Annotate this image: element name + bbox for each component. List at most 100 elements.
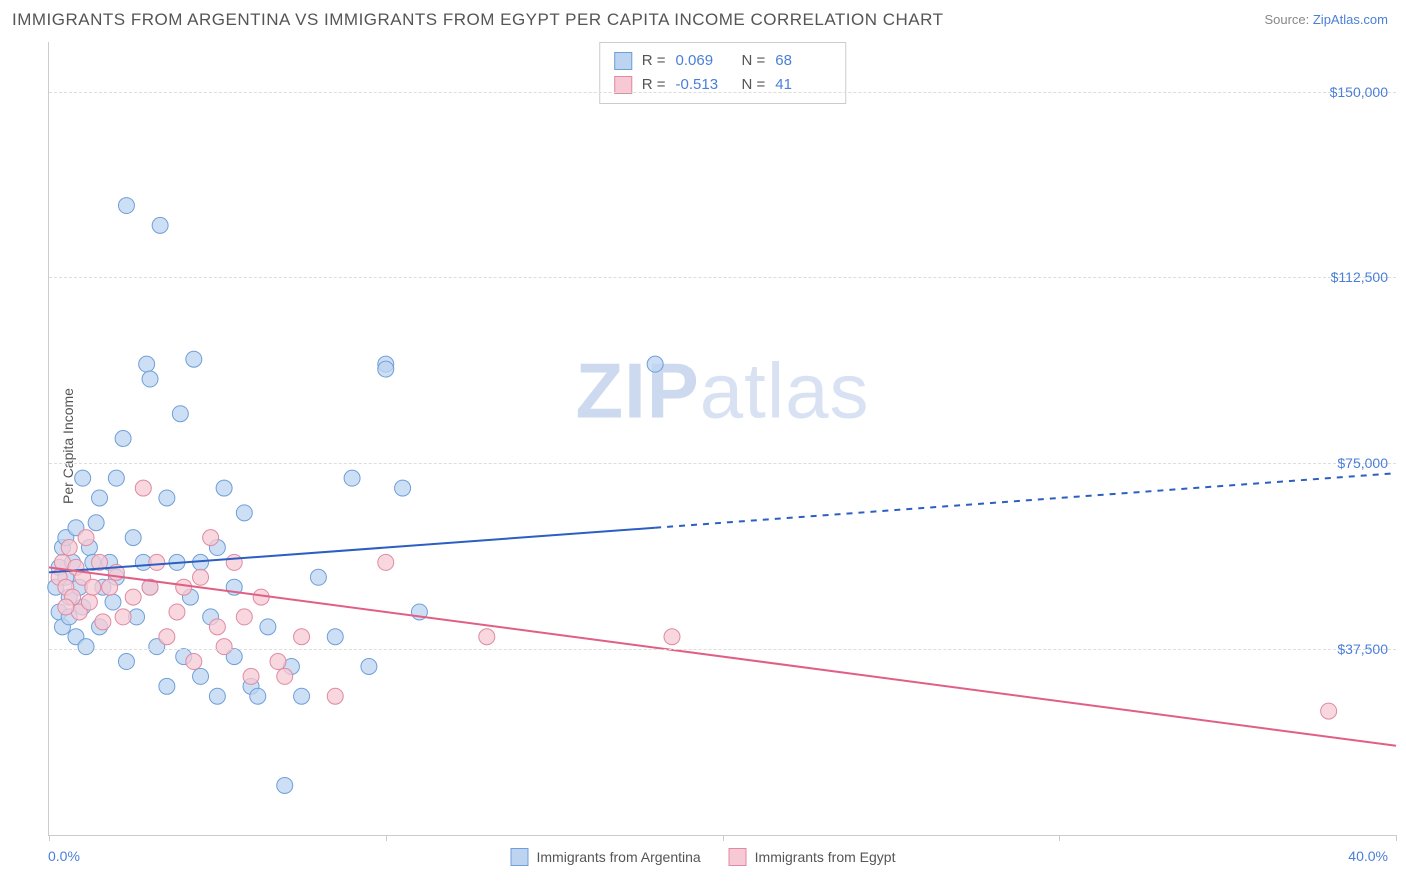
legend-item: Immigrants from Argentina [511,848,701,866]
scatter-point [125,589,141,605]
scatter-point [186,351,202,367]
y-tick-label: $37,500 [1337,641,1388,657]
scatter-point [193,668,209,684]
chart-title: IMMIGRANTS FROM ARGENTINA VS IMMIGRANTS … [12,10,944,30]
bottom-legend: Immigrants from Argentina Immigrants from… [511,848,896,866]
regression-line-extrapolated [655,473,1396,528]
n-value: 68 [775,49,831,73]
scatter-point [92,490,108,506]
x-tick [1396,835,1397,841]
n-value: 41 [775,73,831,97]
scatter-point [378,554,394,570]
scatter-point [236,609,252,625]
r-value: 0.069 [676,49,732,73]
scatter-point [159,678,175,694]
legend-label: Immigrants from Egypt [755,849,896,865]
plot-area: ZIPatlas R =0.069N =68R =-0.513N =41 $37… [48,42,1396,836]
scatter-point [169,604,185,620]
r-value: -0.513 [676,73,732,97]
scatter-point [78,530,94,546]
scatter-point [172,406,188,422]
x-axis-min-label: 0.0% [48,848,80,864]
legend-swatch [511,848,529,866]
scatter-point [135,480,151,496]
y-tick-label: $75,000 [1337,455,1388,471]
scatter-point [193,569,209,585]
scatter-point [664,629,680,645]
correlation-legend-box: R = 0.069 N = 68 R = -0.513 N = 41 [599,42,847,104]
n-label: N = [742,49,766,73]
scatter-point [327,688,343,704]
scatter-point [125,530,141,546]
legend-label: Immigrants from Argentina [537,849,701,865]
scatter-point [186,654,202,670]
scatter-point [159,490,175,506]
scatter-point [61,540,77,556]
scatter-point [115,431,131,447]
scatter-point [243,668,259,684]
legend-item: Immigrants from Egypt [729,848,896,866]
scatter-point [361,658,377,674]
scatter-point [344,470,360,486]
x-axis-max-label: 40.0% [1348,848,1388,864]
scatter-point [75,470,91,486]
scatter-point [142,371,158,387]
n-label: N = [742,73,766,97]
scatter-point [294,688,310,704]
scatter-point [152,217,168,233]
y-tick-label: $112,500 [1331,269,1388,285]
x-tick [386,835,387,841]
scatter-point [209,619,225,635]
gridline [49,463,1396,464]
scatter-point [310,569,326,585]
scatter-point [294,629,310,645]
scatter-point [1321,703,1337,719]
scatter-point [139,356,155,372]
scatter-point [95,614,111,630]
chart-svg [49,42,1396,835]
scatter-point [270,654,286,670]
gridline [49,277,1396,278]
scatter-point [250,688,266,704]
scatter-point [105,594,121,610]
scatter-point [647,356,663,372]
scatter-point [58,599,74,615]
scatter-point [378,361,394,377]
correlation-row: R = -0.513 N = 41 [614,73,832,97]
scatter-point [216,639,232,655]
scatter-point [327,629,343,645]
x-tick [49,835,50,841]
scatter-point [118,654,134,670]
chart-container: IMMIGRANTS FROM ARGENTINA VS IMMIGRANTS … [0,0,1406,892]
scatter-point [226,554,242,570]
gridline [49,92,1396,93]
scatter-point [203,530,219,546]
x-tick [1059,835,1060,841]
source-link[interactable]: ZipAtlas.com [1313,12,1388,27]
source-attribution: Source: ZipAtlas.com [1264,12,1388,27]
scatter-point [159,629,175,645]
scatter-point [277,668,293,684]
r-label: R = [642,73,666,97]
scatter-point [209,688,225,704]
gridline [49,649,1396,650]
r-label: R = [642,49,666,73]
scatter-point [277,777,293,793]
scatter-point [115,609,131,625]
y-tick-label: $150,000 [1330,84,1388,100]
scatter-point [102,579,118,595]
scatter-point [479,629,495,645]
scatter-point [108,470,124,486]
scatter-point [149,554,165,570]
scatter-point [118,198,134,214]
scatter-point [176,579,192,595]
scatter-point [260,619,276,635]
scatter-point [88,515,104,531]
scatter-point [85,579,101,595]
scatter-point [395,480,411,496]
x-tick [723,835,724,841]
scatter-point [236,505,252,521]
scatter-point [78,639,94,655]
scatter-point [216,480,232,496]
legend-swatch [614,52,632,70]
